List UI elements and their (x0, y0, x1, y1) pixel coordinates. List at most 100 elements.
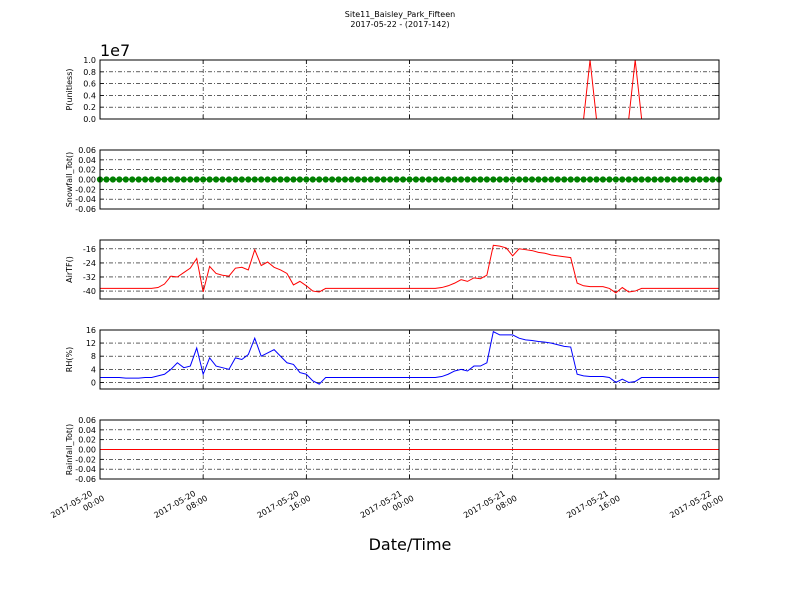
data-point (200, 176, 207, 183)
y-tick-label: 0.2 (83, 103, 96, 112)
data-point (419, 176, 426, 183)
data-point (412, 176, 420, 183)
data-point (161, 176, 168, 183)
data-point (580, 176, 587, 183)
data-point (296, 176, 303, 183)
data-point (264, 176, 271, 183)
data-point (677, 176, 684, 183)
data-point (670, 176, 677, 183)
data-point (167, 176, 175, 183)
y-tick-label: 0.4 (83, 91, 96, 100)
x-axis-label: Date/Time (369, 535, 452, 554)
data-line (100, 244, 719, 294)
data-point (657, 176, 665, 183)
data-point (619, 176, 626, 183)
y-tick-label: 0.02 (78, 166, 96, 175)
data-point (625, 176, 632, 183)
y-axis-label: Snowfall_Tot() (65, 152, 74, 208)
axes-frame (99, 59, 720, 120)
data-point (464, 176, 471, 183)
data-point (425, 176, 432, 183)
data-point (696, 176, 703, 183)
data-point (393, 176, 400, 183)
chart-title: Site11_Baisley_Park_Fifteen (345, 10, 455, 19)
data-point (548, 176, 555, 183)
y-tick-label: 0.04 (78, 426, 96, 435)
data-point (193, 176, 200, 183)
data-point (528, 176, 536, 183)
data-point (303, 176, 310, 183)
data-point (335, 176, 342, 183)
y-axis-label: AirTF() (65, 256, 74, 283)
data-point (509, 176, 516, 183)
axes-frame (99, 419, 720, 480)
data-point (116, 176, 123, 183)
data-point (219, 176, 226, 183)
data-point (496, 176, 503, 183)
y-tick-label: 0.04 (78, 156, 96, 165)
data-point (122, 176, 129, 183)
data-point (644, 176, 652, 183)
data-point (135, 176, 142, 183)
data-point (245, 176, 252, 183)
data-point (503, 176, 510, 183)
data-point (380, 176, 387, 183)
y-tick-label: 0.06 (78, 416, 96, 425)
data-point (541, 176, 549, 183)
data-point (690, 176, 697, 183)
data-point (457, 176, 465, 183)
data-point (593, 176, 600, 183)
data-point (283, 176, 291, 183)
y-axis-label: P(unitless) (65, 68, 74, 110)
data-point (322, 176, 329, 183)
data-point (664, 176, 671, 183)
data-point (103, 176, 110, 183)
data-point (387, 176, 394, 183)
data-point (129, 176, 136, 183)
data-point (451, 176, 458, 183)
data-point (632, 176, 639, 183)
data-point (374, 176, 381, 183)
data-point (567, 176, 574, 183)
y-tick-label: -0.02 (75, 185, 96, 194)
axes-frame (99, 329, 720, 390)
data-point (329, 176, 336, 183)
data-point (212, 176, 220, 183)
data-point (703, 176, 710, 183)
data-point (561, 176, 568, 183)
y-tick-label: 12 (86, 339, 96, 348)
data-point (187, 176, 194, 183)
data-point (290, 176, 297, 183)
y-tick-label: 1.0 (83, 56, 96, 65)
data-point (554, 176, 561, 183)
data-point (206, 176, 213, 183)
data-point (348, 176, 355, 183)
y-tick-label: -16 (83, 245, 96, 254)
data-point (483, 176, 490, 183)
data-point (367, 176, 374, 183)
data-point (277, 176, 284, 183)
chart-subtitle: 2017-05-22 - (2017-142) (350, 20, 449, 29)
data-point (606, 176, 613, 183)
y-tick-label: 0.02 (78, 436, 96, 445)
data-line (100, 330, 719, 385)
data-point (516, 176, 523, 183)
data-point (251, 176, 258, 183)
data-point (341, 176, 349, 183)
y-tick-label: 0.8 (83, 68, 96, 77)
data-point (154, 176, 162, 183)
y-axis-label: Rainfall_Tot() (65, 424, 74, 476)
y-tick-label: -0.02 (75, 455, 96, 464)
data-point (270, 176, 278, 183)
data-point (470, 176, 478, 183)
axes-frame (99, 149, 720, 210)
data-point (709, 176, 716, 183)
y-axis-label: RH(%) (65, 347, 74, 372)
data-point (586, 176, 594, 183)
y-tick-label: 0.06 (78, 146, 96, 155)
data-point (238, 176, 245, 183)
data-point (316, 176, 323, 183)
y-tick-label: -24 (83, 259, 96, 268)
